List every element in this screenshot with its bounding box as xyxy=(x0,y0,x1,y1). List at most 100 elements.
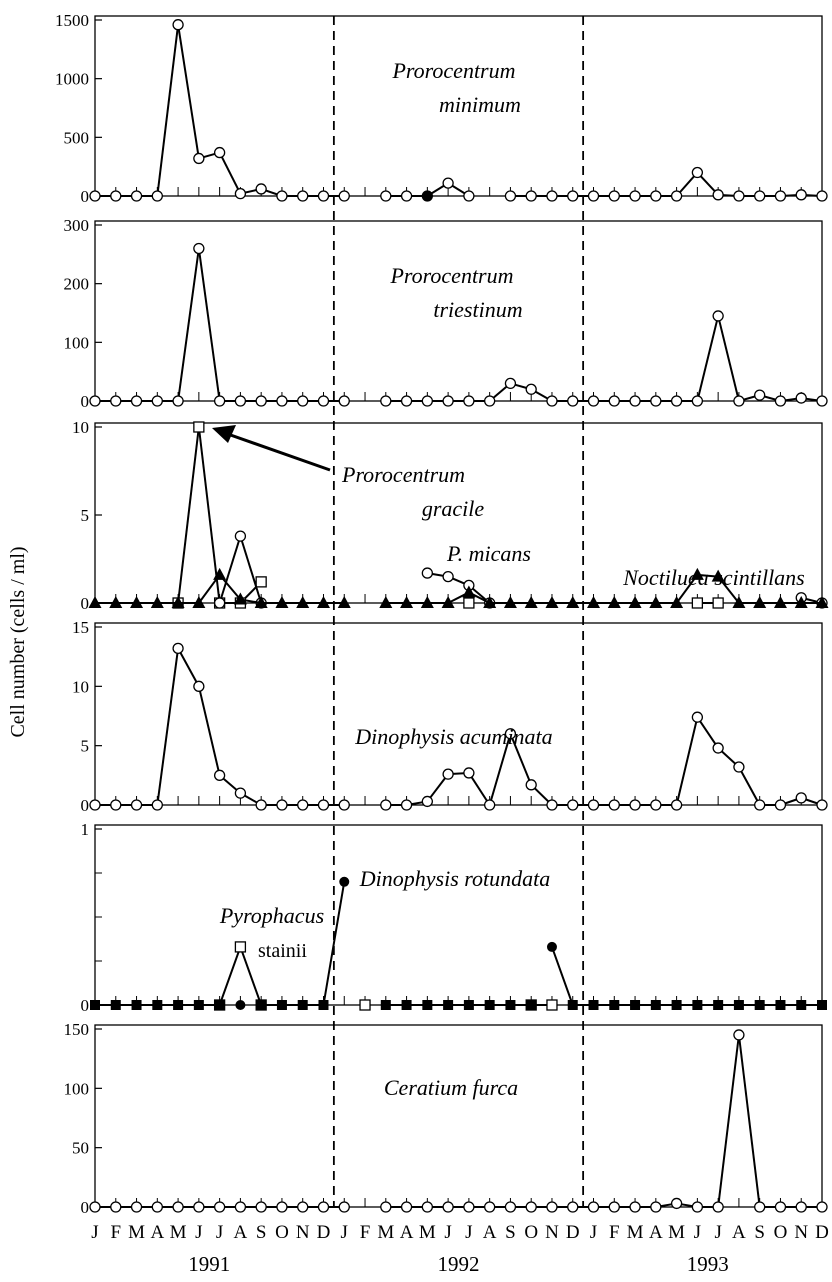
data-point xyxy=(276,395,288,407)
data-point xyxy=(130,1201,143,1213)
data-point xyxy=(795,189,807,201)
data-point xyxy=(297,799,309,811)
month-label: J xyxy=(714,1222,721,1243)
data-point xyxy=(503,596,517,608)
data-point xyxy=(525,190,537,202)
data-point xyxy=(255,799,267,811)
data-point xyxy=(691,166,704,179)
data-point xyxy=(443,1000,454,1010)
y-tick-label: 1500 xyxy=(55,11,89,30)
data-point xyxy=(484,1201,496,1213)
data-point xyxy=(462,585,476,598)
panel-2: 0 100 200 300 Prorocentrum triestinum xyxy=(64,216,828,411)
data-point xyxy=(546,190,558,202)
series-line xyxy=(239,535,263,604)
data-point xyxy=(109,596,123,608)
panel-frame xyxy=(94,15,823,197)
data-point xyxy=(317,1201,330,1213)
data-point xyxy=(150,596,164,608)
data-point xyxy=(151,1201,163,1213)
data-point xyxy=(380,395,392,407)
data-point xyxy=(234,188,247,200)
y-axis-label: Cell number (cells / ml) xyxy=(7,546,29,737)
data-point xyxy=(318,1000,329,1010)
data-point xyxy=(276,190,288,202)
month-label: M xyxy=(377,1222,394,1243)
data-point xyxy=(172,395,184,407)
data-point xyxy=(173,1000,184,1010)
data-point xyxy=(753,596,767,608)
data-point xyxy=(89,1201,101,1213)
month-label: J xyxy=(91,1222,98,1243)
data-point xyxy=(795,1201,807,1213)
data-point xyxy=(732,596,746,608)
data-point xyxy=(88,596,102,608)
data-point xyxy=(525,779,537,791)
data-point xyxy=(213,395,226,407)
month-label: S xyxy=(256,1222,267,1243)
data-point xyxy=(400,799,413,811)
month-label: A xyxy=(649,1222,663,1243)
data-point xyxy=(193,680,205,692)
data-point xyxy=(463,190,475,202)
data-point xyxy=(733,1029,745,1041)
data-point xyxy=(670,395,683,407)
data-point xyxy=(255,183,267,195)
data-point xyxy=(587,190,600,202)
month-label: M xyxy=(128,1222,145,1243)
series-line xyxy=(218,946,242,1006)
series-line xyxy=(717,315,740,402)
data-point xyxy=(234,395,247,407)
y-tick-label: 100 xyxy=(64,1079,90,1098)
month-label: N xyxy=(296,1222,310,1243)
data-point xyxy=(463,1000,474,1010)
data-point xyxy=(89,190,101,202)
data-point xyxy=(463,1201,475,1213)
data-point xyxy=(587,799,600,811)
data-point xyxy=(234,941,247,953)
series-line xyxy=(177,248,200,402)
data-point xyxy=(193,1000,204,1010)
y-tick-label: 5 xyxy=(81,506,90,525)
data-point xyxy=(214,1000,225,1010)
data-point xyxy=(690,567,704,580)
data-point xyxy=(545,596,559,608)
data-point xyxy=(296,596,310,608)
data-point xyxy=(712,189,724,201)
data-point xyxy=(754,799,766,811)
data-point xyxy=(400,190,413,202)
data-point xyxy=(650,799,662,811)
data-point xyxy=(546,799,558,811)
data-point xyxy=(692,1000,703,1010)
data-point xyxy=(670,596,684,608)
data-point xyxy=(816,799,828,811)
panel-1: 0 500 1000 1500 Prorocentrum minimum xyxy=(55,11,828,206)
data-point xyxy=(130,190,143,202)
series-line xyxy=(239,946,263,1006)
data-point xyxy=(276,1000,287,1010)
data-point xyxy=(338,395,350,407)
data-point xyxy=(234,530,247,542)
data-point xyxy=(317,799,330,811)
series-line xyxy=(696,716,719,749)
data-point xyxy=(233,592,247,605)
data-point xyxy=(380,1000,391,1010)
data-point xyxy=(421,395,433,407)
data-point xyxy=(629,190,641,202)
data-point xyxy=(650,1000,661,1010)
data-point xyxy=(90,1000,100,1010)
data-point xyxy=(816,395,828,407)
month-label: S xyxy=(505,1222,516,1243)
data-point xyxy=(380,799,392,811)
y-tick-label: 100 xyxy=(64,333,90,352)
data-point xyxy=(774,799,787,811)
month-label: J xyxy=(694,1222,701,1243)
data-point xyxy=(712,742,724,754)
data-point xyxy=(484,799,496,811)
series-s0 xyxy=(89,642,828,811)
data-point xyxy=(794,596,808,608)
data-point xyxy=(380,1201,392,1213)
data-point xyxy=(276,1201,288,1213)
year-dividers xyxy=(332,16,585,1207)
month-label: D xyxy=(815,1222,829,1243)
